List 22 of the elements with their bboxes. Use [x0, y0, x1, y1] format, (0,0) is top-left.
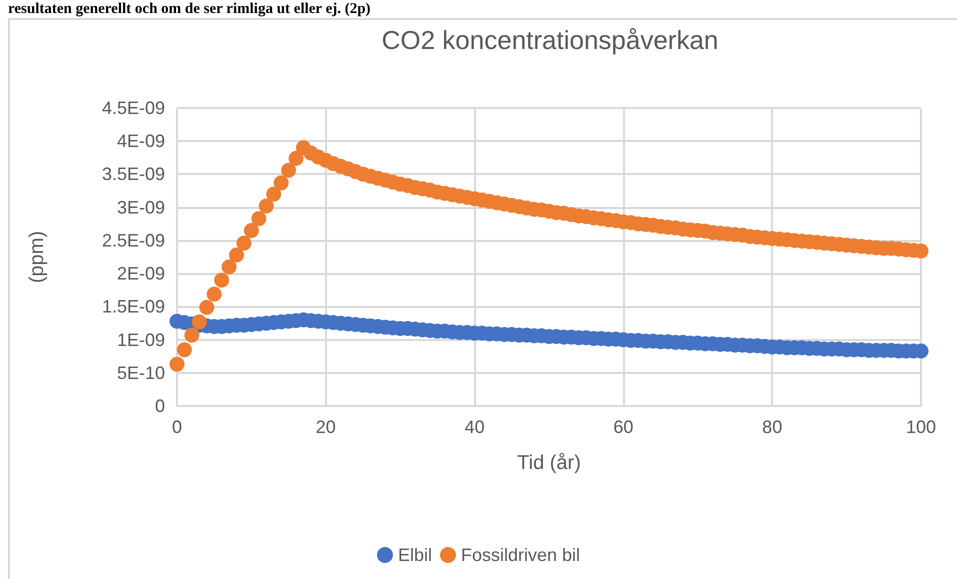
text: resultaten generellt och om de ser rimliga ut eller ej. (2p)	[8, 1, 371, 17]
legend-label: Fossildriven bil	[460, 545, 580, 565]
y-tick-label: 3E-09	[116, 197, 165, 218]
x-tick-label: 40	[464, 417, 485, 437]
x-axis-title: Tid (år)	[517, 452, 581, 474]
y-tick-label: 2.5E-09	[102, 230, 165, 250]
x-tick-label: 60	[613, 417, 634, 437]
y-tick-label: 1E-09	[116, 330, 165, 350]
y-tick-label: 3.5E-09	[102, 164, 165, 184]
x-tick-label: 0	[172, 417, 182, 437]
legend-label: Elbil	[398, 545, 432, 565]
y-tick-label: 1.5E-09	[102, 296, 165, 317]
y-tick-label: 4E-09	[116, 131, 165, 152]
y-tick-label: 0	[154, 396, 165, 416]
y-axis-title: (ppm)	[26, 230, 48, 284]
x-tick-label: 80	[762, 417, 782, 437]
chart-title: CO2 koncentrationspåverkan	[382, 25, 718, 55]
y-tick-label: 4.5E-09	[102, 98, 165, 118]
x-tick-label: 100	[906, 417, 936, 437]
x-tick-label: 20	[316, 417, 336, 437]
y-tick-label: 2E-09	[116, 264, 165, 284]
y-tick-label: 5E-10	[116, 362, 165, 383]
